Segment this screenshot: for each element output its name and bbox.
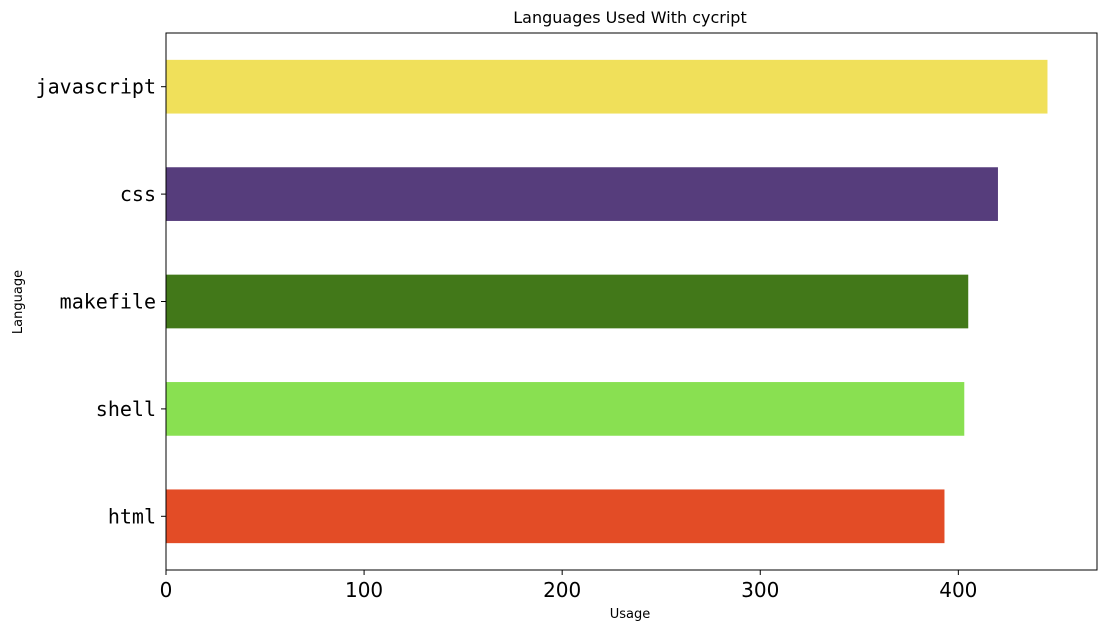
x-axis-label: Usage [610,607,651,622]
y-axis-label: Language [11,270,26,334]
y-tick-label: shell [96,397,156,421]
bar-html [166,489,945,544]
bar-css [166,167,998,221]
x-tick-label: 400 [939,578,977,602]
x-tick-label: 300 [741,578,779,602]
x-ticks: 0 100 200 300 400 [160,570,977,602]
bar-shell [166,382,965,436]
bar-makefile [166,274,969,329]
y-tick-label: javascript [36,75,156,99]
bar-javascript [166,59,1048,114]
chart-title: Languages Used With cycript [513,8,746,27]
x-tick-label: 200 [543,578,581,602]
y-ticks: javascript css makefile shell html [36,75,166,528]
x-tick-label: 100 [345,578,383,602]
y-tick-label: makefile [60,290,156,314]
bars-group [166,59,1048,544]
x-tick-label: 0 [160,578,173,602]
y-tick-label: html [108,504,156,528]
y-tick-label: css [120,182,156,206]
